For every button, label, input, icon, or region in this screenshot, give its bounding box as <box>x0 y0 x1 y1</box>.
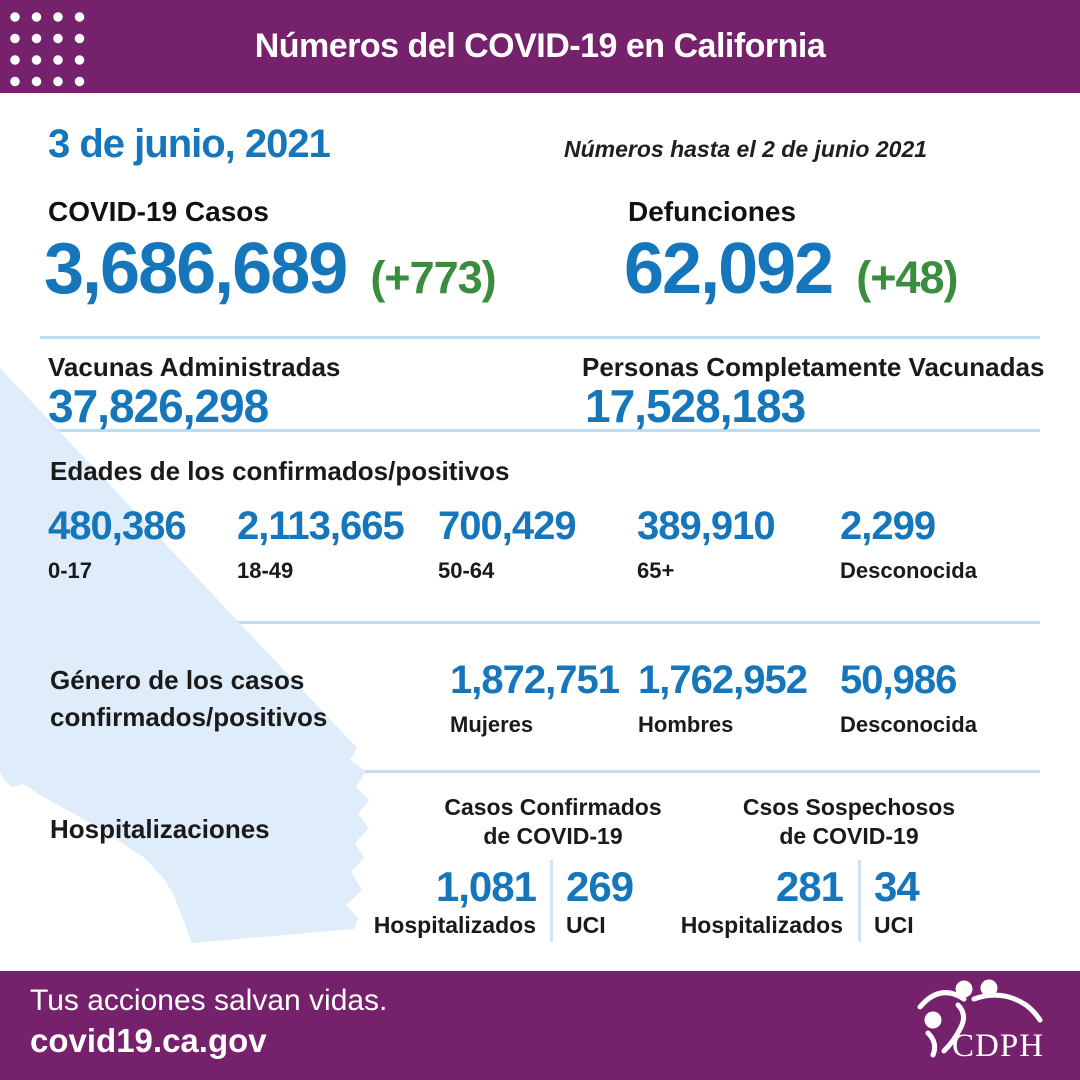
cdph-logo-icon: CDPH <box>917 979 1044 1064</box>
dot-grid-decoration-icon <box>5 7 91 93</box>
age-group-18-49: 2,113,665 18-49 <box>237 504 405 583</box>
age-group-65-plus: 389,910 65+ <box>637 504 776 583</box>
age-group-0-17: 480,386 0-17 <box>48 504 187 583</box>
age-value: 700,429 <box>438 504 577 548</box>
header-band: Números del COVID-19 en California <box>0 0 1080 93</box>
deaths-delta: (+48) <box>856 252 958 303</box>
age-value: 480,386 <box>48 504 187 548</box>
hospitalizations-heading: Hospitalizaciones <box>50 814 270 844</box>
gender-section-heading: Género de los casos confirmados/positivo… <box>50 662 327 736</box>
confirmed-header-line2: de COVID-19 <box>483 823 623 849</box>
suspected-header-line2: de COVID-19 <box>779 823 919 849</box>
confirmed-column-divider <box>550 860 553 942</box>
deaths-label: Defunciones <box>628 196 797 227</box>
gender-group-unknown: 50,986 Desconocida <box>840 660 977 736</box>
age-group-50-64: 700,429 50-64 <box>438 504 577 583</box>
suspected-hospitalized-value: 281 <box>775 863 844 910</box>
gender-heading-line2: confirmados/positivos <box>50 702 328 732</box>
suspected-icu-label: UCI <box>874 912 914 938</box>
gender-value: 1,872,751 <box>450 658 620 702</box>
cases-stat: 3,686,689 (+773) <box>44 229 497 309</box>
vaccines-administered-value: 37,826,298 <box>48 380 269 432</box>
age-group-unknown: 2,299 Desconocida <box>840 506 977 582</box>
cases-value: 3,686,689 <box>44 229 348 309</box>
age-label: 65+ <box>637 558 675 583</box>
divider-ages-gender <box>40 621 1040 624</box>
gender-label: Desconocida <box>840 712 977 737</box>
confirmed-icu-label: UCI <box>566 912 606 938</box>
suspected-cases-column-header: Csos Sospechosos de COVID-19 <box>728 793 970 851</box>
fully-vaccinated-label: Personas Completamente Vacunadas <box>582 352 1045 382</box>
suspected-hospitalized-label: Hospitalizados <box>680 912 843 938</box>
age-value: 389,910 <box>637 504 776 548</box>
divider-top-of-hospitalizations <box>40 770 1040 773</box>
suspected-column-divider <box>858 860 861 942</box>
gender-value: 1,762,952 <box>638 658 808 702</box>
footer-url-link[interactable]: covid19.ca.gov <box>30 1022 267 1059</box>
age-label: 18-49 <box>237 558 294 583</box>
gender-heading-line1: Género de los casos <box>50 665 305 695</box>
gender-label: Hombres <box>638 712 734 737</box>
report-date: 3 de junio, 2021 <box>48 122 331 166</box>
age-value: 2,113,665 <box>237 504 405 548</box>
divider-bottom-of-vaccines <box>40 429 1040 432</box>
confirmed-hospitalized-value: 1,081 <box>435 863 537 910</box>
ages-section-heading: Edades de los confirmados/positivos <box>50 456 510 486</box>
confirmed-header-line1: Casos Confirmados <box>444 794 662 820</box>
gender-group-men: 1,762,952 Hombres <box>638 658 808 737</box>
cases-label: COVID-19 Casos <box>48 196 269 227</box>
cdph-logo-text: CDPH <box>952 1028 1044 1064</box>
page-title: Números del COVID-19 en California <box>254 27 826 65</box>
data-through-note: Números hasta el 2 de junio 2021 <box>564 136 928 162</box>
gender-value: 50,986 <box>840 658 957 702</box>
divider-top-of-vaccines <box>40 336 1040 339</box>
cases-delta: (+773) <box>370 252 496 303</box>
confirmed-cases-column-header: Casos Confirmados de COVID-19 <box>432 793 674 851</box>
age-value: 2,299 <box>840 504 936 548</box>
confirmed-icu-value: 269 <box>566 863 634 910</box>
gender-label: Mujeres <box>450 712 534 737</box>
suspected-header-line1: Csos Sospechosos <box>742 794 956 820</box>
gender-group-women: 1,872,751 Mujeres <box>450 658 620 737</box>
footer-band: Tus acciones salvan vidas. covid19.ca.go… <box>0 971 1080 1080</box>
vaccines-administered-label: Vacunas Administradas <box>48 352 341 382</box>
confirmed-hospitalized-label: Hospitalizados <box>373 912 536 938</box>
deaths-value: 62,092 <box>624 229 834 309</box>
deaths-stat: 62,092 (+48) <box>624 229 959 309</box>
age-label: 50-64 <box>438 558 495 583</box>
suspected-icu-value: 34 <box>874 863 920 910</box>
fully-vaccinated-value: 17,528,183 <box>585 380 806 432</box>
footer-tagline: Tus acciones salvan vidas. <box>30 984 388 1017</box>
age-label: Desconocida <box>840 558 977 583</box>
age-label: 0-17 <box>48 558 93 583</box>
